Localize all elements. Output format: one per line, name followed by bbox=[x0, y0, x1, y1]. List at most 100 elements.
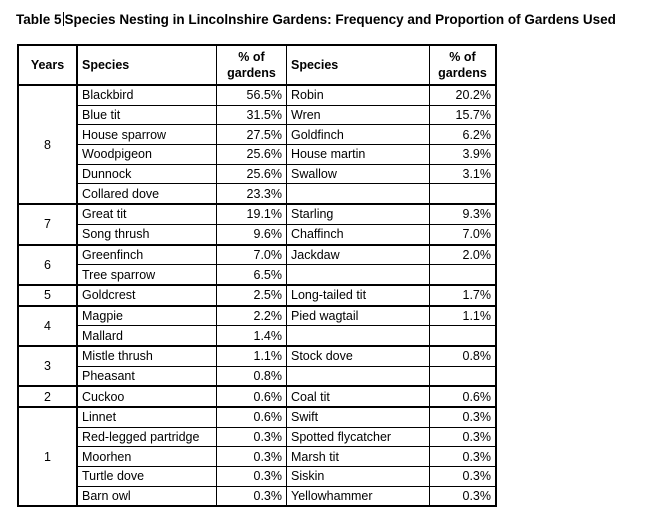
table-row: Collared dove 23.3% bbox=[18, 183, 497, 206]
percent-left-cell: 23.3% bbox=[216, 183, 287, 206]
table-row: 4 Magpie 2.2% Pied wagtail 1.1% bbox=[17, 305, 497, 347]
percent-right-cell: 0.3% bbox=[429, 407, 497, 428]
percent-left-cell: 27.5% bbox=[216, 124, 287, 146]
species-left-cell: Moorhen bbox=[77, 446, 217, 468]
table-row: Red-legged partridge 0.3% Spotted flycatch… bbox=[18, 427, 497, 448]
species-left-cell: Barn owl bbox=[77, 486, 217, 508]
species-left-cell: Linnet bbox=[77, 407, 217, 428]
species-table: Years Species % of gardens Species % of … bbox=[17, 44, 497, 508]
years-cell: 5 bbox=[17, 284, 78, 307]
percent-left-cell: 0.3% bbox=[216, 446, 287, 468]
species-right-cell: Siskin bbox=[286, 466, 430, 487]
years-cell: 2 bbox=[17, 386, 78, 408]
species-right-cell: Long-tailed tit bbox=[286, 284, 430, 307]
percent-left-cell: 25.6% bbox=[216, 144, 287, 165]
percent-right-cell: 2.0% bbox=[429, 244, 497, 266]
header-species-left: Species bbox=[77, 44, 217, 86]
species-left-cell: Goldcrest bbox=[77, 284, 217, 307]
percent-right-cell: 6.2% bbox=[429, 124, 497, 146]
table-caption: Table 5 Species Nesting in Lincolnshire G… bbox=[16, 12, 616, 27]
percent-right-cell bbox=[429, 325, 497, 347]
percent-right-cell: 20.2% bbox=[429, 85, 497, 106]
percent-right-cell: 0.3% bbox=[429, 427, 497, 448]
percent-left-cell: 1.1% bbox=[216, 345, 287, 367]
species-right-cell bbox=[286, 325, 430, 347]
header-pct-right: % of gardens bbox=[429, 44, 497, 86]
table-row: Dunnock 25.6% Swallow 3.1% bbox=[18, 164, 497, 185]
percent-left-cell: 0.3% bbox=[216, 427, 287, 448]
percent-left-cell: 19.1% bbox=[216, 204, 287, 225]
years-cell: 3 bbox=[17, 345, 78, 388]
percent-left-cell: 9.6% bbox=[216, 224, 287, 246]
species-right-cell: Marsh tit bbox=[286, 446, 430, 468]
table-row: Pheasant 0.8% bbox=[18, 366, 497, 388]
species-right-cell bbox=[286, 366, 430, 388]
species-left-cell: Blackbird bbox=[77, 85, 217, 106]
species-right-cell: Starling bbox=[286, 204, 430, 225]
species-left-cell: Cuckoo bbox=[77, 386, 217, 408]
table-row: 1 Linnet 0.6% Swift 0.3% bbox=[17, 407, 497, 508]
years-cell: 1 bbox=[17, 407, 78, 508]
table-row: 7 Great tit 19.1% Starling 9.3% bbox=[17, 204, 497, 246]
percent-left-cell: 2.5% bbox=[216, 284, 287, 307]
years-cell: 6 bbox=[17, 244, 78, 286]
percent-left-cell: 0.3% bbox=[216, 466, 287, 487]
table-row: Barn owl 0.3% Yellowhammer 0.3% bbox=[18, 486, 497, 508]
percent-right-cell: 3.1% bbox=[429, 164, 497, 185]
caption-prefix: Table 5 bbox=[16, 12, 62, 27]
species-left-cell: Great tit bbox=[77, 204, 217, 225]
species-right-cell: Robin bbox=[286, 85, 430, 106]
percent-left-cell: 7.0% bbox=[216, 244, 287, 266]
table-row: Song thrush 9.6% Chaffinch 7.0% bbox=[18, 224, 497, 246]
species-left-cell: Greenfinch bbox=[77, 244, 217, 266]
species-left-cell: Collared dove bbox=[77, 183, 217, 206]
percent-right-cell: 1.1% bbox=[429, 305, 497, 327]
header-pct-left-line1: % of bbox=[238, 50, 265, 64]
species-right-cell: Goldfinch bbox=[286, 124, 430, 146]
header-species-right: Species bbox=[286, 44, 430, 86]
percent-right-cell: 0.3% bbox=[429, 486, 497, 508]
percent-left-cell: 31.5% bbox=[216, 105, 287, 126]
percent-right-cell: 0.8% bbox=[429, 345, 497, 367]
percent-left-cell: 0.6% bbox=[216, 386, 287, 408]
species-right-cell: Swift bbox=[286, 407, 430, 428]
percent-right-cell: 3.9% bbox=[429, 144, 497, 165]
table-row: Mallard 1.4% bbox=[18, 325, 497, 347]
percent-right-cell: 0.6% bbox=[429, 386, 497, 408]
species-left-cell: Dunnock bbox=[77, 164, 217, 185]
percent-right-cell bbox=[429, 183, 497, 206]
table-row: 8 Blackbird 56.5% Robin 20.2% bbox=[17, 85, 497, 206]
species-right-cell: Wren bbox=[286, 105, 430, 126]
species-right-cell bbox=[286, 183, 430, 206]
species-left-cell: Tree sparrow bbox=[77, 264, 217, 286]
percent-left-cell: 25.6% bbox=[216, 164, 287, 185]
table-row: House sparrow 27.5% Goldfinch 6.2% bbox=[18, 124, 497, 146]
species-right-cell: Pied wagtail bbox=[286, 305, 430, 327]
species-left-cell: Turtle dove bbox=[77, 466, 217, 487]
table-row: 6 Greenfinch 7.0% Jackdaw 2.0% bbox=[17, 244, 497, 286]
species-left-cell: Pheasant bbox=[77, 366, 217, 388]
species-right-cell: Spotted flycatcher bbox=[286, 427, 430, 448]
percent-left-cell: 6.5% bbox=[216, 264, 287, 286]
percent-left-cell: 2.2% bbox=[216, 305, 287, 327]
years-cell: 7 bbox=[17, 204, 78, 246]
caption-text: Species Nesting in Lincolnshire Gardens:… bbox=[64, 12, 616, 27]
years-cell: 4 bbox=[17, 305, 78, 347]
header-pct-right-line1: % of bbox=[449, 50, 476, 64]
header-pct-left: % of gardens bbox=[216, 44, 287, 86]
species-right-cell: Jackdaw bbox=[286, 244, 430, 266]
years-cell: 8 bbox=[17, 85, 78, 206]
percent-left-cell: 0.8% bbox=[216, 366, 287, 388]
table-row: 2 Cuckoo 0.6% Coal tit 0.6% bbox=[17, 386, 497, 408]
percent-left-cell: 0.6% bbox=[216, 407, 287, 428]
species-left-cell: Mallard bbox=[77, 325, 217, 347]
species-left-cell: Red-legged partridge bbox=[77, 427, 217, 448]
table-row: Woodpigeon 25.6% House martin 3.9% bbox=[18, 144, 497, 165]
percent-right-cell bbox=[429, 366, 497, 388]
percent-left-cell: 0.3% bbox=[216, 486, 287, 508]
species-right-cell: Coal tit bbox=[286, 386, 430, 408]
species-right-cell: Swallow bbox=[286, 164, 430, 185]
header-pct-left-line2: gardens bbox=[227, 66, 276, 80]
table-row: 3 Mistle thrush 1.1% Stock dove 0.8% bbox=[17, 345, 497, 388]
table-row: Turtle dove 0.3% Siskin 0.3% bbox=[18, 466, 497, 487]
